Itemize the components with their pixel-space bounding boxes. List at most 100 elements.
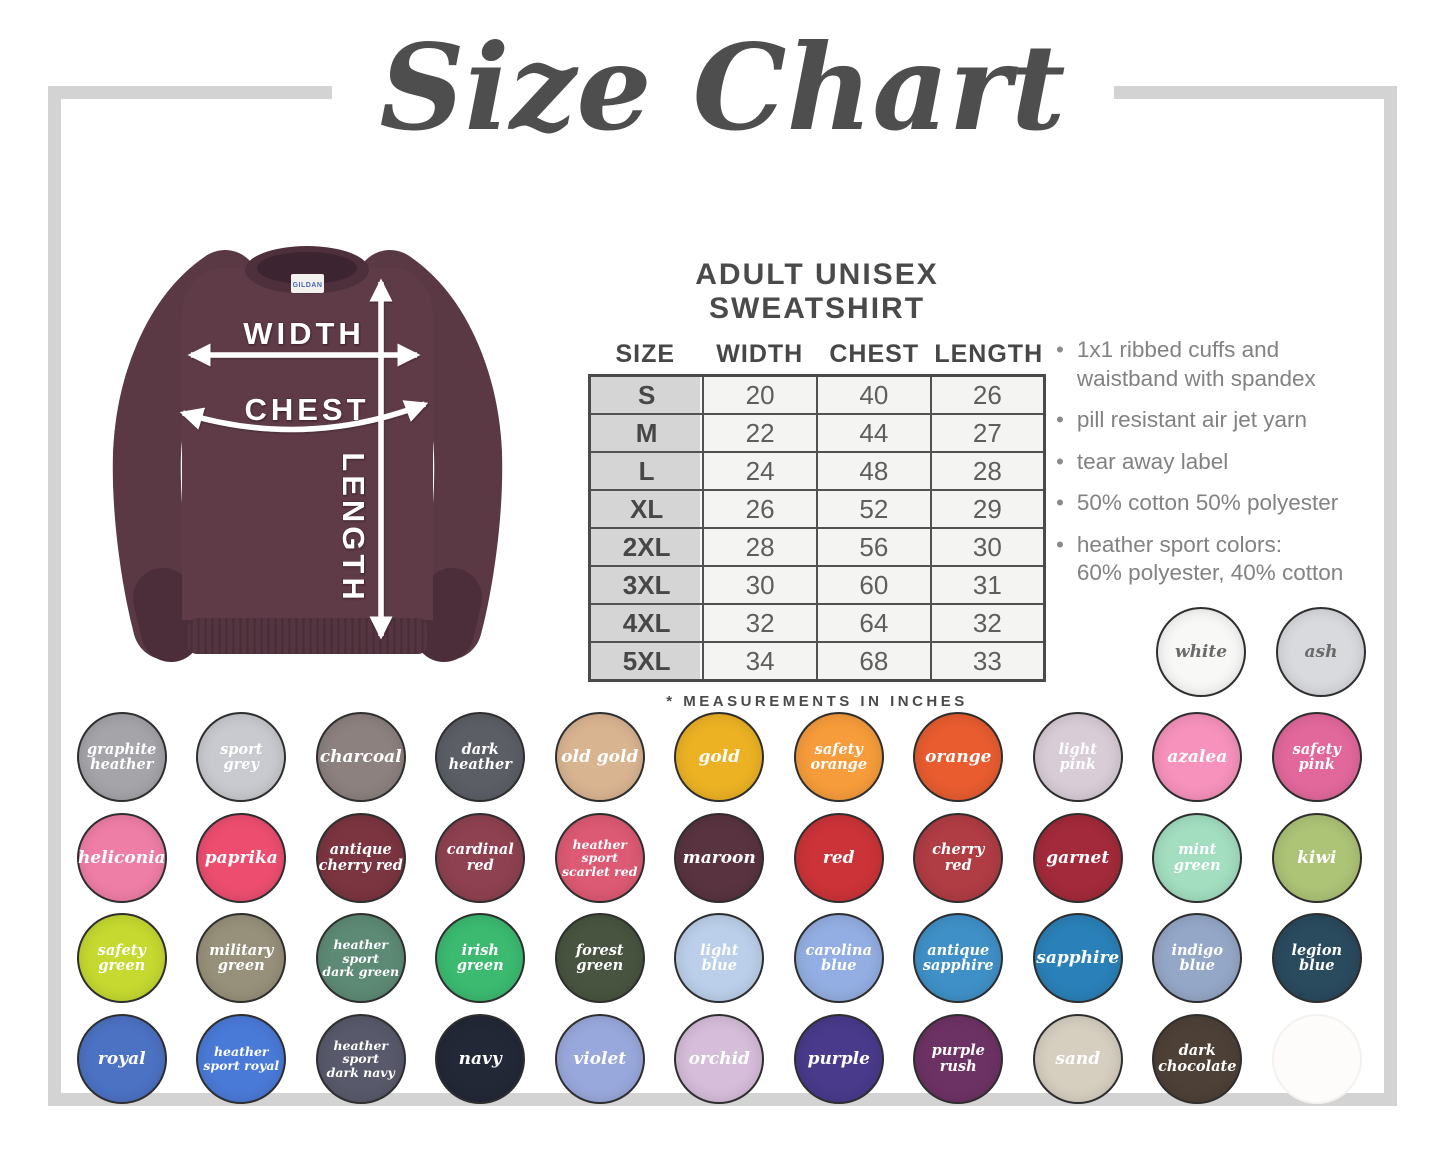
- size-chart-image: Size Chart GILDAN WIDTH: [0, 0, 1445, 1156]
- swatch-red: red: [794, 813, 884, 903]
- width-cell: 28: [703, 528, 817, 566]
- swatch-ash: ash: [1276, 607, 1366, 697]
- chest-cell: 52: [817, 490, 931, 528]
- swatch-antique-cherry-red: antique cherry red: [316, 813, 406, 903]
- length-cell: 26: [931, 376, 1045, 415]
- swatch-label: garnet: [1046, 849, 1109, 867]
- feature-list-section: • 1x1 ribbed cuffs and waistband with spa…: [1056, 336, 1401, 601]
- feature-text: 1x1 ribbed cuffs and waistband with span…: [1077, 336, 1316, 393]
- chest-label: CHEST: [244, 392, 369, 427]
- size-table: S204026M224427L244828XL2652292XL2856303X…: [588, 374, 1046, 682]
- swatch-label: kiwi: [1297, 849, 1336, 867]
- swatch-row: graphite heather sport grey charcoal dark h…: [62, 707, 1377, 808]
- swatch-label: antique cherry red: [319, 842, 403, 873]
- sweatshirt-illustration: GILDAN WIDTH CHEST LENGTH: [55, 198, 560, 688]
- swatch-orchid: orchid: [674, 1014, 764, 1104]
- column-size: SIZE: [588, 340, 703, 369]
- length-label: LENGTH: [336, 452, 371, 603]
- swatch-label: azalea: [1167, 748, 1227, 766]
- swatch-heather-sport-scarlet-red: heather sport scarlet red: [555, 813, 645, 903]
- length-cell: 27: [931, 414, 1045, 452]
- feature-text: 50% cotton 50% polyester: [1077, 489, 1338, 518]
- size-cell: 4XL: [590, 604, 704, 642]
- swatch-label: dark chocolate: [1158, 1043, 1236, 1074]
- swatch-gold: gold: [674, 712, 764, 802]
- swatch-label: safety green: [98, 943, 146, 974]
- size-table-heading: ADULT UNISEX SWEATSHIRT: [588, 258, 1046, 326]
- swatch-row: heliconiapaprikaantique cherry redcardin…: [62, 808, 1377, 909]
- sweatshirt-shape: GILDAN: [147, 246, 468, 654]
- width-cell: 22: [703, 414, 817, 452]
- swatch-label: carolina blue: [806, 943, 873, 974]
- swatch-label: legion blue: [1274, 943, 1360, 974]
- width-cell: 34: [703, 642, 817, 681]
- swatch-label: navy: [459, 1050, 502, 1068]
- size-cell: 3XL: [590, 566, 704, 604]
- swatch-maroon: maroon: [674, 813, 764, 903]
- length-cell: 31: [931, 566, 1045, 604]
- chest-cell: 44: [817, 414, 931, 452]
- swatch-label: dark heather: [449, 742, 512, 773]
- swatch-graphite-heather: graphite heather: [77, 712, 167, 802]
- swatch-sapphire: sapphire: [1033, 913, 1123, 1003]
- chest-cell: 68: [817, 642, 931, 681]
- swatch-label: safety orange: [810, 742, 867, 773]
- swatch-label: military green: [209, 943, 273, 974]
- swatch-sand: sand: [1033, 1014, 1123, 1104]
- swatch-dark-heather: dark heather: [435, 712, 525, 802]
- feature-item: •tear away label: [1056, 448, 1401, 477]
- size-table-body: S204026M224427L244828XL2652292XL2856303X…: [590, 376, 1045, 681]
- length-cell: 29: [931, 490, 1045, 528]
- swatch-antique-sapphire: antique sapphire: [913, 913, 1003, 1003]
- swatch-azalea: azalea: [1152, 712, 1242, 802]
- left-cuff: [163, 598, 171, 632]
- swatch-orange: orange: [913, 712, 1003, 802]
- feature-list: • 1x1 ribbed cuffs and waistband with spa…: [1056, 336, 1401, 588]
- size-table-section: ADULT UNISEX SWEATSHIRT SIZE WIDTH CHEST…: [588, 258, 1046, 710]
- column-length: LENGTH: [932, 340, 1047, 369]
- swatch-ghost: [1272, 1014, 1362, 1104]
- swatch-label: cardinal red: [447, 842, 514, 873]
- width-cell: 20: [703, 376, 817, 415]
- size-row: S204026: [590, 376, 1045, 415]
- size-cell: L: [590, 452, 704, 490]
- size-row: 3XL306031: [590, 566, 1045, 604]
- feature-text: heather sport colors: 60% polyester, 40%…: [1077, 531, 1343, 588]
- size-cell: 2XL: [590, 528, 704, 566]
- size-cell: 5XL: [590, 642, 704, 681]
- swatch-label: heliconia: [78, 849, 166, 867]
- feature-item: •pill resistant air jet yarn: [1056, 406, 1401, 435]
- chest-cell: 40: [817, 376, 931, 415]
- swatch-label: cherry red: [932, 842, 984, 873]
- size-row: L244828: [590, 452, 1045, 490]
- swatch-label: violet: [573, 1050, 626, 1068]
- header-swatches: white ash: [1156, 607, 1366, 697]
- length-cell: 33: [931, 642, 1045, 681]
- swatch-label: orchid: [689, 1050, 750, 1068]
- page-title: Size Chart: [331, 2, 1113, 173]
- width-cell: 32: [703, 604, 817, 642]
- swatch-row: safety green military green heather sport …: [62, 908, 1377, 1009]
- bullet-icon: •: [1056, 448, 1064, 477]
- width-cell: 30: [703, 566, 817, 604]
- swatch-white: white: [1156, 607, 1246, 697]
- size-row: 5XL346833: [590, 642, 1045, 681]
- swatch-purple-rush: purple rush: [913, 1014, 1003, 1104]
- swatch-label: graphite heather: [87, 742, 156, 773]
- swatch-irish-green: irish green: [435, 913, 525, 1003]
- swatch-label: maroon: [683, 849, 756, 867]
- swatch-sport-grey: sport grey: [196, 712, 286, 802]
- swatch-label: light pink: [1059, 742, 1097, 773]
- chest-cell: 64: [817, 604, 931, 642]
- swatch-military-green: military green: [196, 913, 286, 1003]
- feature-text: pill resistant air jet yarn: [1077, 406, 1307, 435]
- swatch-safety-pink: safety pink: [1272, 712, 1362, 802]
- swatch-row: royalheather sport royalheather sport da…: [62, 1009, 1377, 1110]
- swatch-label: charcoal: [320, 748, 402, 766]
- swatch-carolina-blue: carolina blue: [794, 913, 884, 1003]
- length-cell: 28: [931, 452, 1045, 490]
- swatch-label: purple: [808, 1050, 870, 1068]
- width-cell: 24: [703, 452, 817, 490]
- chest-cell: 48: [817, 452, 931, 490]
- swatch-heather-sport-dark-green: heather sport dark green: [316, 913, 406, 1003]
